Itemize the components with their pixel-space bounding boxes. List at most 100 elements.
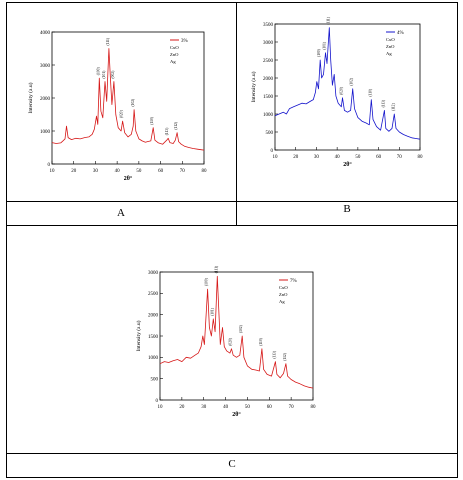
y-axis-label: Intensity (a.u) [135, 320, 142, 351]
row-divider [6, 225, 458, 226]
y-tick-label: 3000 [263, 41, 274, 46]
panel-caption-b: B [343, 203, 351, 215]
peak-label: (113) [381, 99, 385, 107]
peak-label: (110) [150, 116, 154, 124]
legend-entry: CuO [279, 285, 288, 290]
x-tick-label: 50 [355, 155, 361, 160]
x-tick-label: 10 [273, 155, 279, 160]
panel-caption-a: A [117, 207, 125, 219]
y-tick-label: 1000 [148, 356, 159, 361]
peak-label: (100) [317, 48, 321, 57]
y-tick-label: 2000 [40, 97, 51, 102]
y-tick-label: 3000 [148, 271, 159, 276]
y-tick-label: 0 [271, 149, 274, 154]
y-tick-label: 1000 [40, 130, 51, 135]
x-tick-label: 10 [50, 169, 56, 174]
x-tick-label: 20 [71, 169, 77, 174]
y-tick-label: 1500 [148, 335, 159, 340]
x-tick-label: 60 [158, 169, 164, 174]
peak-label: (110) [368, 88, 372, 96]
legend-entry: CuO [170, 45, 179, 50]
legend-series-label: 4% [397, 31, 404, 36]
xrd-chart-c: 10 20 30 40 50 60 70 80 0 500 1000 1500 2000 2500 3000… [135, 265, 316, 418]
x-tick-label: 80 [202, 169, 208, 174]
y-axis-label: Intensity (a.u) [250, 71, 257, 102]
x-tick-label: 70 [180, 169, 186, 174]
peak-label: (101) [323, 41, 327, 50]
y-tick-label: 4000 [40, 31, 51, 36]
peak-label: (111) [106, 37, 110, 45]
peak-label: (102) [239, 324, 243, 333]
x-tick-label: 40 [223, 405, 229, 410]
peak-label: (112) [174, 121, 178, 129]
peak-label: (002) [111, 70, 115, 79]
x-tick-label: 20 [179, 405, 185, 410]
peak-label: (111) [214, 265, 218, 273]
caption-row-top-border [6, 201, 458, 202]
peak-label: (020) [120, 110, 124, 119]
series-line [159, 275, 314, 389]
x-tick-label: 50 [245, 405, 251, 410]
x-axis-label: 2θ° [232, 411, 241, 418]
legend-entry: ZnO [279, 292, 288, 297]
y-tick-label: 0 [48, 163, 51, 168]
peak-label: (100) [96, 67, 100, 76]
legend-entry: CuO [386, 37, 395, 42]
peak-label: (112) [391, 103, 395, 111]
plot-frame [274, 23, 421, 151]
xrd-chart-a: 10 20 30 40 50 60 70 80 0 1000 2000 3000 4000 2θ° Inte… [27, 31, 208, 182]
y-axis-label: Intensity (a.u) [27, 82, 34, 113]
y-tick-label: 2500 [263, 59, 274, 64]
legend-series-label: 3% [181, 39, 188, 44]
y-tick-label: 0 [156, 399, 159, 404]
y-tick-label: 1500 [263, 95, 274, 100]
series-line [51, 48, 205, 151]
y-tick-label: 2000 [148, 313, 159, 318]
y-tick-label: 2000 [263, 77, 274, 82]
caption-row-bottom-border [6, 453, 458, 454]
x-tick-label: 30 [314, 155, 320, 160]
x-tick-label: 30 [201, 405, 207, 410]
legend-entry: Ag [170, 59, 176, 64]
cell-divider-vertical [236, 2, 237, 226]
series-line [274, 27, 421, 140]
peak-label: (102) [131, 98, 135, 107]
legend-entry: Ag [386, 51, 392, 56]
x-tick-label: 40 [335, 155, 341, 160]
y-tick-label: 500 [151, 377, 159, 382]
peak-label: (020) [340, 86, 344, 95]
x-tick-label: 70 [289, 405, 295, 410]
peak-label: (101) [210, 307, 214, 316]
legend-entry: ZnO [170, 52, 179, 57]
x-tick-label: 40 [115, 169, 121, 174]
peak-label: (112) [283, 352, 287, 360]
y-tick-label: 3500 [263, 23, 274, 28]
y-tick-label: 1000 [263, 113, 274, 118]
x-axis-label: 2θ° [343, 161, 352, 168]
panel-caption-c: C [228, 458, 236, 470]
peak-label: (113) [165, 127, 169, 135]
legend-entry: ZnO [386, 44, 395, 49]
peak-label: (111) [326, 16, 330, 24]
x-tick-label: 60 [376, 155, 382, 160]
figure-table [6, 2, 458, 478]
peak-label: (110) [259, 337, 263, 345]
x-tick-label: 20 [293, 155, 299, 160]
y-tick-label: 2500 [148, 292, 159, 297]
y-tick-label: 500 [266, 131, 274, 136]
peak-label: (102) [350, 77, 354, 86]
legend-series-label: 7% [290, 279, 297, 284]
x-axis-label: 2θ° [124, 175, 133, 182]
x-tick-label: 60 [267, 405, 273, 410]
xrd-chart-b: 10 20 30 40 50 60 70 80 0 500 1000 1500 2000 2500 3000… [250, 16, 423, 168]
x-tick-label: 10 [158, 405, 164, 410]
x-tick-label: 50 [136, 169, 142, 174]
plot-frame [159, 271, 314, 401]
x-tick-label: 70 [397, 155, 403, 160]
y-tick-label: 3000 [40, 64, 51, 69]
peak-label: (020) [228, 337, 232, 346]
peak-label: (100) [205, 277, 209, 286]
x-tick-label: 30 [93, 169, 99, 174]
legend-entry: Ag [279, 299, 285, 304]
peak-label: (101) [102, 70, 106, 79]
